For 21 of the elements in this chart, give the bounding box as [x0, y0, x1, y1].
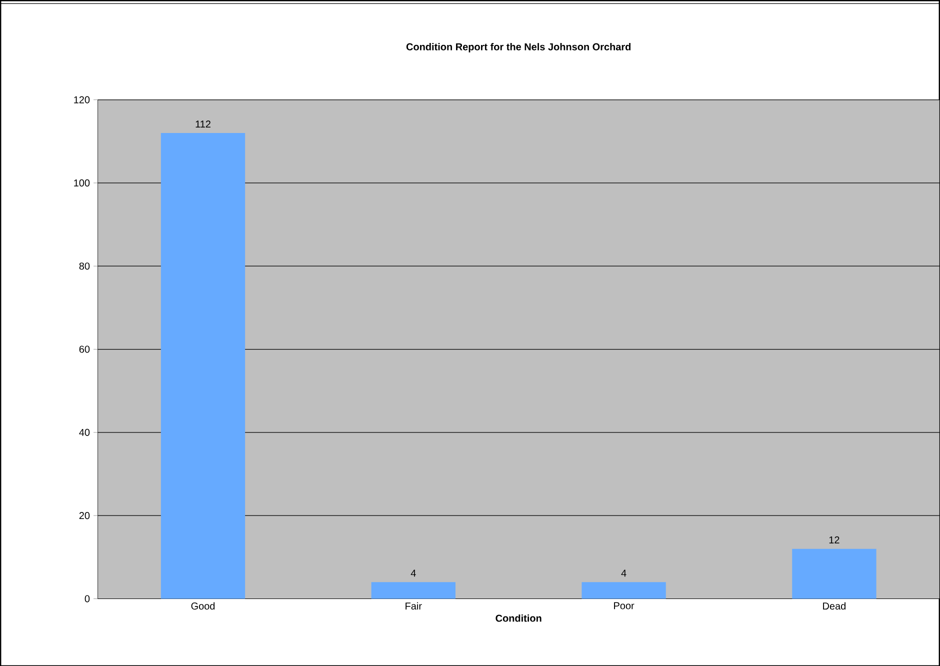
bar — [160, 132, 246, 599]
x-tick-label: Good — [191, 602, 215, 610]
data-label: 112 — [196, 120, 210, 128]
chart-title: Condition Report for the Nels Johnson Orchard — [406, 42, 631, 52]
y-tick-label: 40 — [79, 428, 90, 436]
x-axis-title: Condition — [496, 614, 542, 622]
bar — [792, 548, 876, 599]
y-tick-label: 120 — [74, 96, 90, 104]
bar — [582, 582, 666, 599]
data-label: 12 — [829, 536, 840, 544]
data-label: 4 — [621, 569, 626, 576]
x-tick-label: Poor — [614, 602, 634, 609]
x-tick-label: Fair — [406, 602, 422, 610]
y-tick-label: 0 — [84, 594, 90, 602]
bar — [371, 582, 456, 599]
data-label: 4 — [410, 569, 416, 576]
y-tick-label: 20 — [79, 512, 90, 519]
y-tick-label: 60 — [79, 346, 90, 353]
y-tick-label: 100 — [74, 179, 90, 186]
y-tick-label: 80 — [79, 262, 90, 270]
x-tick-label: Dead — [823, 602, 846, 610]
